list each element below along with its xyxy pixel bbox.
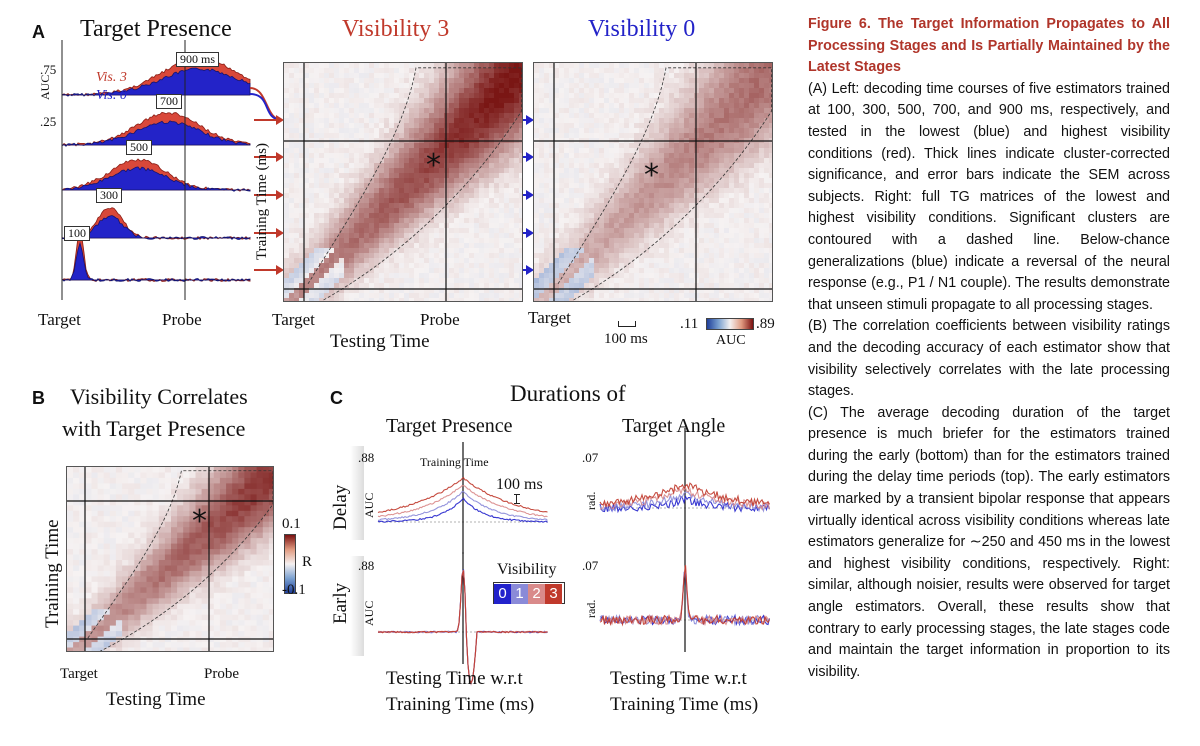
caption-para-a: (A) Left: decoding time courses of five … <box>808 80 1170 313</box>
tg-matrix-vis3 <box>283 62 523 302</box>
estimator-label-700: 700 <box>156 94 182 109</box>
cbar-max: .89 <box>756 316 775 332</box>
curve-vis-2 <box>599 486 771 511</box>
legend-vis-2: 2 <box>528 584 545 604</box>
tg-matrix-vis0 <box>533 62 773 302</box>
early-row-shade <box>350 556 364 656</box>
curve-vis-3 <box>599 482 770 508</box>
legend-vis-1: 1 <box>511 584 528 604</box>
visibility-legend-title: Visibility <box>497 561 557 578</box>
curve-vis-0 <box>599 494 771 514</box>
panel-b-title-line1: Visibility Correlates <box>70 384 248 409</box>
curve-vis-1 <box>378 491 548 521</box>
panel-b-title-line2: with Target Presence <box>62 416 246 441</box>
curve-vis-3 <box>377 476 548 514</box>
col-target-angle: Target Angle <box>622 415 726 437</box>
scale-bar <box>618 321 636 327</box>
b-testing-time-label: Testing Time <box>106 689 206 710</box>
arrowhead-blue-1 <box>526 152 534 162</box>
curve-vis-2 <box>377 485 548 518</box>
estimator-label-900: 900 ms <box>176 52 220 67</box>
panel-c-letter: C <box>330 388 343 408</box>
c2-x-label-1: Testing Time w.r.t <box>610 668 747 689</box>
visibility-3-title: Visibility 3 <box>342 16 450 42</box>
curve-vis-1 <box>599 491 770 513</box>
arrowhead-blue-4 <box>526 265 534 275</box>
legend-vis-3: 3 <box>545 584 562 604</box>
training-time-marker-label: Training Time <box>420 455 489 469</box>
asterisk-vis3: * <box>426 148 441 183</box>
arrowhead-red-3 <box>276 228 284 238</box>
matrix2-x-target: Target <box>528 308 571 327</box>
tick-25: .25 <box>40 114 57 129</box>
estimator-label-300: 300 <box>96 188 122 203</box>
b-x-target: Target <box>60 666 98 682</box>
c-x-label-1: Testing Time w.r.t <box>386 668 523 689</box>
estimator-label-100: 100 <box>64 226 90 241</box>
tick-88-delay: .88 <box>358 450 375 465</box>
curve-vis-3 <box>599 565 770 627</box>
matrix-x-target: Target <box>272 310 315 329</box>
caption-para-b: (B) The correlation coefficients between… <box>808 318 1170 400</box>
b-cbar-min: -0.1 <box>282 582 306 598</box>
vis0-fill-3 <box>61 215 251 241</box>
panel-c-title: Durations of <box>510 381 626 406</box>
vis0-fill-1 <box>61 120 251 147</box>
cbar-min: .11 <box>680 316 699 332</box>
c-x-label-2: Training Time (ms) <box>386 694 535 715</box>
duration-plots <box>377 428 771 686</box>
caption-para-c: (C) The average decoding duration of the… <box>808 404 1170 680</box>
b-cbar-max: 0.1 <box>282 516 301 532</box>
asterisk-b: * <box>192 504 207 539</box>
vis0-fill-0 <box>61 67 251 97</box>
panel-a-title: Target Presence <box>80 16 232 42</box>
legend-vis-0: 0 <box>494 584 511 604</box>
vis0-fill-4 <box>61 241 251 282</box>
b-x-probe: Probe <box>204 666 239 682</box>
caption-title: Figure 6. The Target Information Propaga… <box>808 16 1170 76</box>
vis0-fill-2 <box>61 166 251 192</box>
asterisk-vis0: * <box>644 158 659 193</box>
matrix-x-probe: Probe <box>420 310 460 329</box>
delay-row-shade <box>350 446 364 540</box>
arrowhead-red-2 <box>276 190 284 200</box>
b-cbar-mid: R <box>302 554 313 570</box>
curve-vis-0 <box>377 497 548 523</box>
vis0-label: Vis. 0 <box>96 88 127 103</box>
x-target-label: Target <box>38 310 81 329</box>
arrowhead-red-4 <box>276 265 284 275</box>
c-scale-label: 100 ms <box>496 476 543 493</box>
tick-07-delay: .07 <box>582 450 599 465</box>
estimator-label-500: 500 <box>126 140 152 155</box>
arrowhead-red-0 <box>276 115 284 125</box>
r-colorbar <box>284 534 296 594</box>
c2-x-label-2: Training Time (ms) <box>610 694 759 715</box>
testing-time-label: Testing Time <box>330 331 430 352</box>
col-target-presence: Target Presence <box>386 415 513 437</box>
cbar-label: AUC <box>716 333 746 348</box>
tick-88-early: .88 <box>358 558 375 573</box>
panel-a-letter: A <box>32 22 45 42</box>
curve-vis-3 <box>377 570 548 684</box>
panel-b-letter: B <box>32 388 45 408</box>
vis3-label: Vis. 3 <box>96 70 127 85</box>
tick-07-early: .07 <box>582 558 599 573</box>
arrowhead-blue-3 <box>526 228 534 238</box>
figure-caption: Figure 6. The Target Information Propaga… <box>808 14 1170 683</box>
correlation-matrix <box>66 466 274 652</box>
c-scale-bar <box>514 494 520 504</box>
arrowhead-red-1 <box>276 152 284 162</box>
x-probe-label: Probe <box>162 310 202 329</box>
auc-colorbar <box>706 318 754 330</box>
arrowhead-blue-2 <box>526 190 534 200</box>
arrowhead-blue-0 <box>526 115 534 125</box>
visibility-0-title: Visibility 0 <box>588 16 696 42</box>
scale-bar-label: 100 ms <box>604 331 648 347</box>
tick-75: .75 <box>40 62 57 77</box>
